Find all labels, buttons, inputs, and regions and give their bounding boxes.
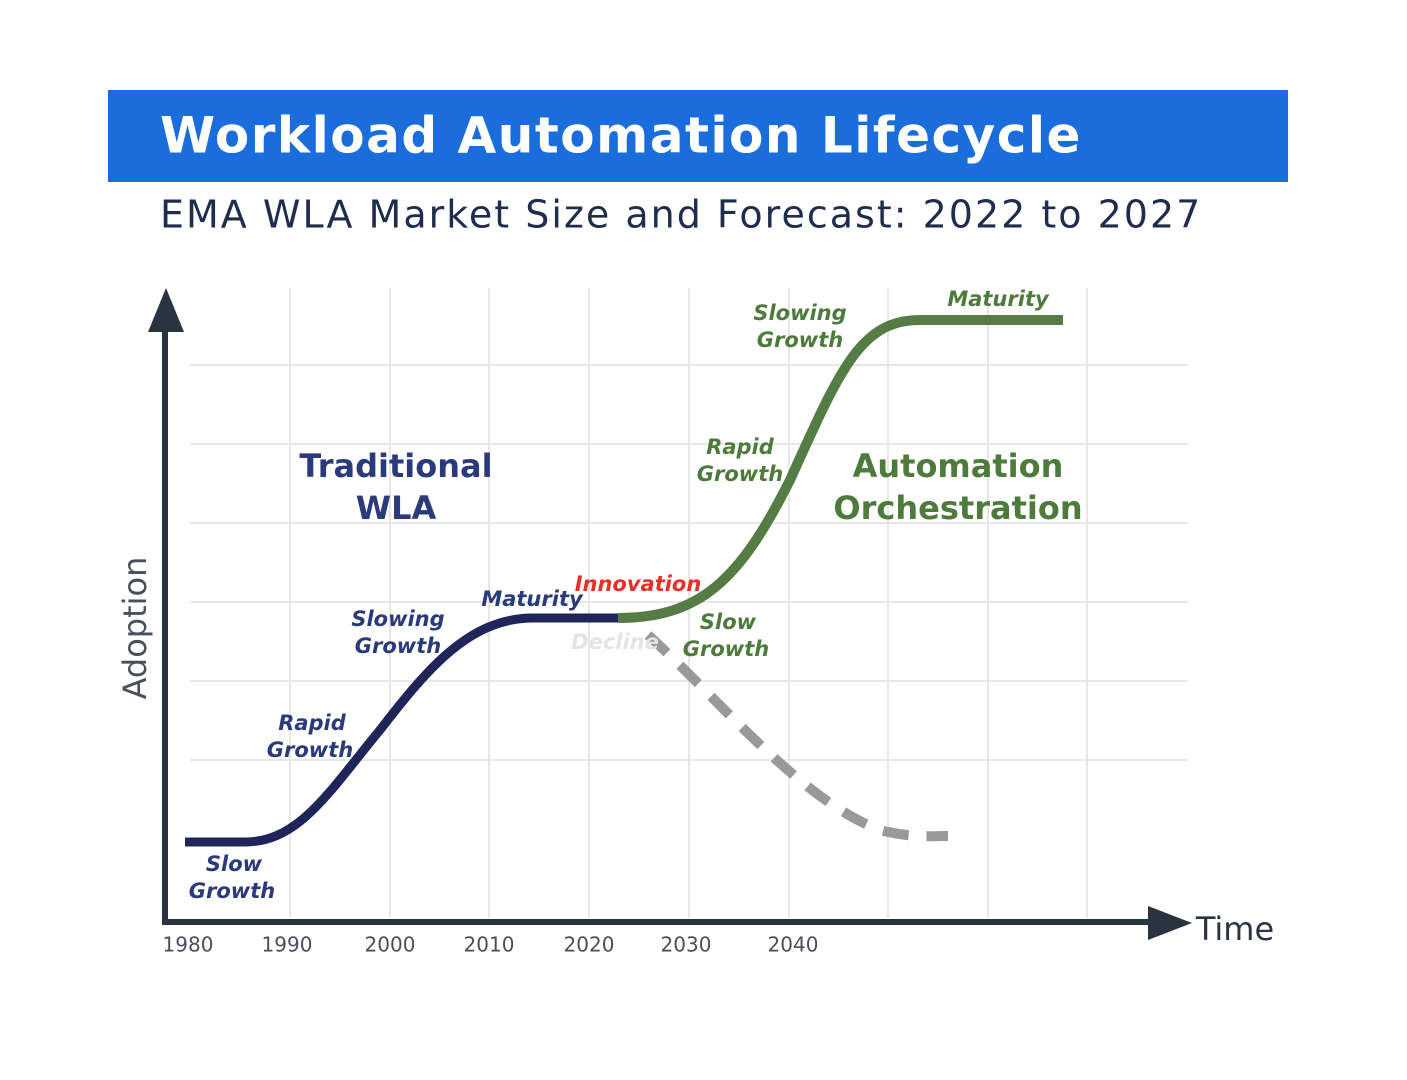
x-tick-label: 1980 [163, 933, 214, 957]
phase-label: Maturity [947, 287, 1050, 311]
region-label: Orchestration [833, 489, 1082, 527]
phase-label: Growth [355, 634, 441, 658]
region-label: Automation [853, 447, 1064, 485]
y-axis-label: Adoption [116, 557, 154, 700]
x-axis-label: Time [1195, 910, 1274, 948]
subtitle: EMA WLA Market Size and Forecast: 2022 t… [160, 193, 1202, 237]
phase-label: Maturity [481, 587, 584, 611]
title: Workload Automation Lifecycle [160, 107, 1082, 165]
phase-label: Growth [757, 328, 843, 352]
x-tick-label: 2000 [365, 933, 416, 957]
phase-label: Growth [697, 462, 783, 486]
phase-label: Decline [571, 630, 659, 654]
phase-label: Growth [267, 738, 353, 762]
phase-label: Slowing [753, 301, 846, 325]
y-axis-arrow [148, 288, 184, 332]
x-tick-label: 2010 [464, 933, 515, 957]
x-tick-label: 2040 [768, 933, 819, 957]
region-label: Traditional [299, 447, 492, 485]
x-tick-label: 1990 [262, 933, 313, 957]
phase-label: Slow [700, 610, 757, 634]
x-tick-label: 2020 [564, 933, 615, 957]
phase-label: Slow [206, 852, 263, 876]
x-axis-arrow [1148, 906, 1192, 940]
phase-label: Growth [189, 879, 275, 903]
phase-label: Growth [683, 637, 769, 661]
phase-label: Innovation [575, 572, 702, 596]
phase-label: Rapid [706, 435, 775, 459]
region-label: WLA [356, 489, 437, 527]
orchestration-curve [617, 315, 1063, 623]
decline-curve [644, 631, 949, 842]
phase-label: Slowing [351, 607, 444, 631]
title-banner [108, 90, 1288, 182]
phase-label: Rapid [278, 711, 347, 735]
x-tick-label: 2030 [661, 933, 712, 957]
traditional-curve [185, 613, 625, 847]
